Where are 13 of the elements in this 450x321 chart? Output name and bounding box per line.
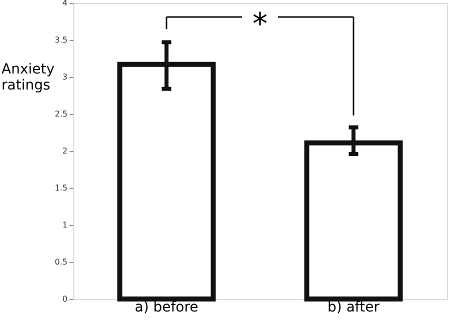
annotation: *	[252, 7, 268, 42]
x-tick-label: b) after	[328, 300, 380, 316]
y-tick-label: 0	[62, 294, 68, 304]
x-tick-label: a) before	[134, 300, 198, 316]
y-axis-title: Anxiety ratings	[2, 62, 55, 94]
y-tick-label: 2	[62, 146, 68, 156]
y-tick-label: 1	[62, 220, 68, 230]
y-tick-label: 4	[62, 0, 68, 8]
y-tick-label: 0.5	[54, 258, 68, 266]
y-tick-label: 3	[62, 72, 68, 82]
y-tick-label: 1.5	[54, 184, 68, 192]
y-tick-label: 3.5	[54, 36, 68, 44]
y-tick-label: 2.5	[54, 110, 68, 118]
